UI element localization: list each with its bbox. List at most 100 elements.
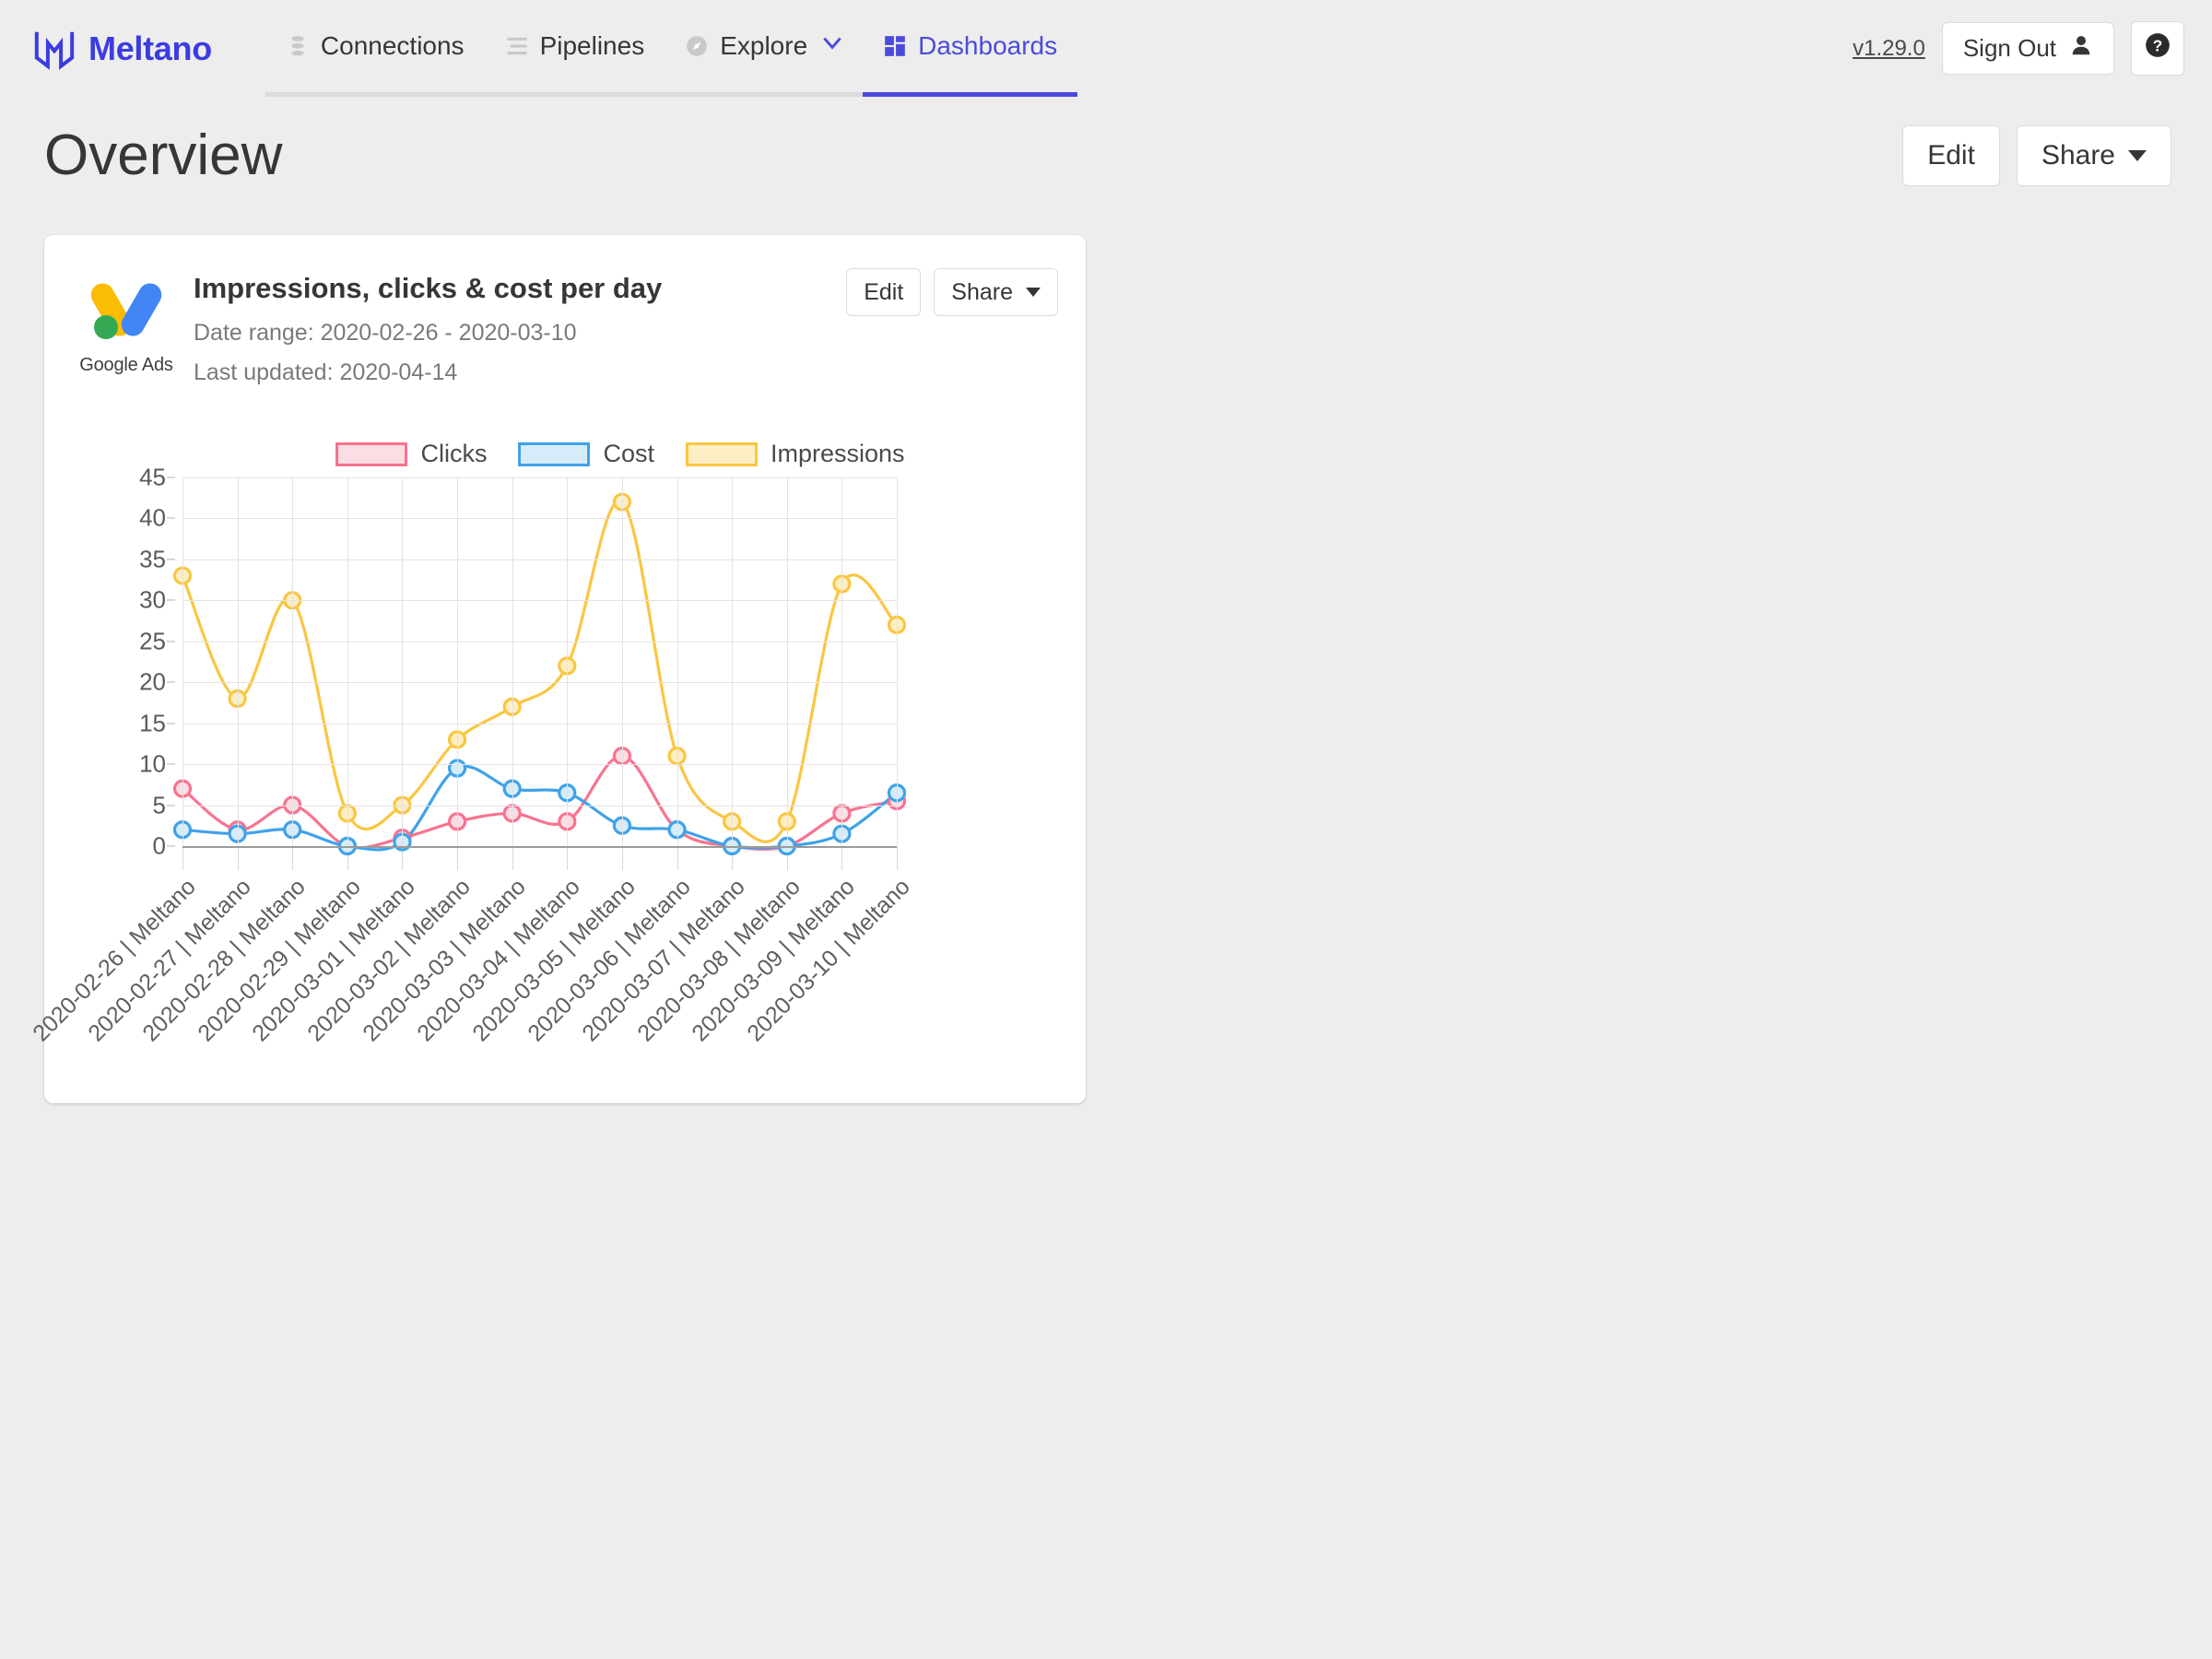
navbar-right-actions: v1.29.0 Sign Out ? xyxy=(1853,0,2184,97)
list-lines-icon xyxy=(505,34,529,58)
y-axis-tick-label: 30 xyxy=(139,585,166,614)
page-edit-label: Edit xyxy=(1927,140,1975,171)
gridline-v xyxy=(402,477,404,846)
card-header-text: Impressions, clicks & cost per day Date … xyxy=(181,259,846,399)
sign-out-label: Sign Out xyxy=(1962,33,2056,62)
page-share-button[interactable]: Share xyxy=(2016,125,2171,186)
x-axis-tick xyxy=(732,846,734,870)
chevron-down-icon[interactable] xyxy=(822,33,842,59)
gridline-h xyxy=(182,641,897,642)
chart-series-svg xyxy=(172,492,907,856)
y-axis-tick xyxy=(167,681,175,684)
y-axis-tick-label: 45 xyxy=(139,463,166,491)
meltano-logo-icon xyxy=(33,28,76,70)
page-actions: Edit Share xyxy=(1902,125,2171,186)
brand-home-link[interactable]: Meltano xyxy=(33,28,212,70)
nav-item-pipelines[interactable]: Pipelines xyxy=(484,0,665,97)
svg-text:?: ? xyxy=(2153,36,2163,54)
y-axis-tick xyxy=(167,599,175,602)
legend-label-impressions: Impressions xyxy=(770,440,905,467)
x-axis-tick xyxy=(292,846,294,870)
gridline-v xyxy=(786,477,788,846)
card-title: Impressions, clicks & cost per day xyxy=(194,272,663,304)
y-axis-tick-label: 35 xyxy=(139,545,166,573)
y-axis-tick-label: 0 xyxy=(152,831,166,860)
gridline-h xyxy=(182,600,897,602)
legend-label-cost: Cost xyxy=(603,440,654,467)
card-last-updated: Last updated: 2020-04-14 xyxy=(194,359,458,385)
gridline-v xyxy=(512,477,513,846)
question-circle-icon: ? xyxy=(2145,32,2171,65)
y-axis-tick xyxy=(167,517,175,520)
x-axis-tick xyxy=(237,846,239,870)
legend-item-impressions[interactable]: Impressions xyxy=(685,440,905,468)
database-icon xyxy=(286,34,310,58)
legend-swatch-clicks xyxy=(335,441,408,466)
gridline-v xyxy=(457,477,459,846)
card-share-button[interactable]: Share xyxy=(934,268,1058,316)
x-axis-ticks xyxy=(182,846,898,870)
y-axis-tick xyxy=(167,845,175,847)
y-axis-tick-label: 25 xyxy=(139,627,166,655)
nav-item-connections-label: Connections xyxy=(320,31,465,60)
chevron-down-icon xyxy=(1026,288,1041,297)
card-edit-label: Edit xyxy=(864,279,904,305)
x-axis-tick xyxy=(786,846,788,870)
card-header: Google Ads Impressions, clicks & cost pe… xyxy=(72,259,1058,399)
gridline-v xyxy=(182,477,183,846)
y-axis-tick xyxy=(167,804,175,806)
gridline-h xyxy=(182,518,897,520)
x-axis-tick xyxy=(567,846,569,870)
legend-swatch-cost xyxy=(518,441,591,466)
page-share-label: Share xyxy=(2041,140,2115,171)
x-axis-tick xyxy=(512,846,513,870)
help-button[interactable]: ? xyxy=(2131,20,2184,76)
version-link[interactable]: v1.29.0 xyxy=(1853,35,1925,61)
compass-icon xyxy=(685,34,709,58)
sign-out-button[interactable]: Sign Out xyxy=(1941,21,2114,76)
nav-item-dashboards-label: Dashboards xyxy=(918,31,1058,60)
x-axis-tick xyxy=(677,846,678,870)
chart-container: Clicks Cost Impressions 0 5 10 15 20 25 30 35 40 45… xyxy=(28,440,1058,1066)
x-axis-labels: 2020-02-26 | Meltano 2020-02-27 | Meltano… xyxy=(28,846,915,1067)
card-actions: Edit Share xyxy=(846,259,1058,316)
nav-item-dashboards[interactable]: Dashboards xyxy=(863,0,1078,97)
x-axis-tick xyxy=(897,846,898,870)
legend-item-cost[interactable]: Cost xyxy=(518,440,654,468)
chart-plot-area: 0 5 10 15 20 25 30 35 40 45 2020-02-26 | Meltano 2… xyxy=(28,464,915,1047)
y-axis-tick xyxy=(167,763,175,766)
page-edit-button[interactable]: Edit xyxy=(1902,125,2000,186)
gridline-h xyxy=(182,559,897,560)
nav-item-explore-label: Explore xyxy=(720,31,808,60)
y-axis-tick-label: 40 xyxy=(139,503,166,532)
nav-item-connections[interactable]: Connections xyxy=(265,0,485,97)
y-axis-tick xyxy=(167,477,175,478)
x-axis-tick xyxy=(621,846,623,870)
gridline-v xyxy=(292,477,294,846)
legend-item-clicks[interactable]: Clicks xyxy=(335,440,487,468)
gridline-h xyxy=(182,764,897,766)
gridline-v xyxy=(237,477,239,846)
user-icon xyxy=(2069,33,2093,64)
y-axis-tick-label: 5 xyxy=(152,791,166,819)
dashboard-report-card: Google Ads Impressions, clicks & cost pe… xyxy=(28,235,1086,1103)
gridline-h xyxy=(182,682,897,684)
gridline-h xyxy=(182,477,897,478)
chevron-down-icon xyxy=(2128,150,2147,161)
y-axis-tick xyxy=(167,640,175,642)
y-axis-tick xyxy=(167,722,175,724)
card-date-range: Date range: 2020-02-26 - 2020-03-10 xyxy=(194,320,577,346)
x-axis-tick xyxy=(347,846,348,870)
nav-item-explore[interactable]: Explore xyxy=(665,0,864,97)
grid-squares-icon xyxy=(883,34,907,58)
card-share-label: Share xyxy=(951,279,1013,305)
nav-item-pipelines-label: Pipelines xyxy=(539,31,645,60)
y-axis-labels: 0 5 10 15 20 25 30 35 40 45 xyxy=(116,464,175,860)
brand-name: Meltano xyxy=(88,29,212,67)
y-axis-tick-label: 10 xyxy=(139,749,166,778)
google-ads-logo: Google Ads xyxy=(72,259,181,376)
gridline-v xyxy=(677,477,678,846)
gridline-v xyxy=(567,477,569,846)
card-edit-button[interactable]: Edit xyxy=(846,268,922,316)
chart-legend: Clicks Cost Impressions xyxy=(182,440,1058,468)
